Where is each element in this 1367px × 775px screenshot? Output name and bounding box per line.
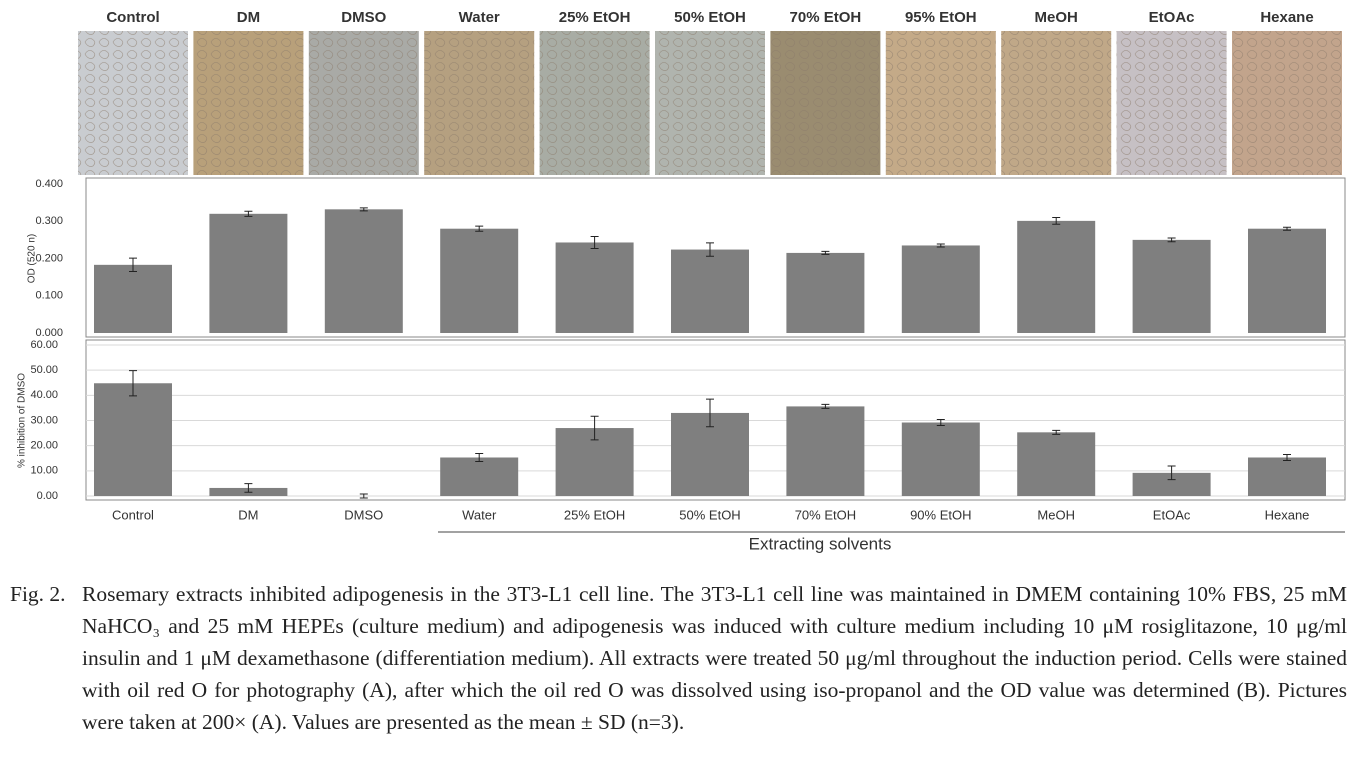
error-bar [1283,453,1291,462]
x-tick-label: EtOAc [1153,507,1191,522]
error-bar [129,370,137,397]
error-bar [936,418,945,427]
bar [324,209,403,333]
bar [94,383,172,496]
y-tick-label: 0.400 [35,178,63,190]
error-bar [1052,429,1061,435]
error-bar [936,243,945,248]
y-tick-label: 60.00 [30,339,58,351]
panel-label: Water [459,9,500,26]
error-bar [590,415,599,441]
bar [1017,432,1096,496]
panel-label: Hexane [1260,9,1313,26]
bar [1248,228,1326,333]
micrograph-texture [1232,31,1342,175]
bar [1132,239,1211,333]
y-tick-label: 10.00 [30,465,58,477]
micrograph-texture [193,31,304,175]
bar [901,245,980,333]
y-tick-label: 20.00 [30,440,58,452]
panel-label: DM [237,9,260,26]
panel-label: 70% EtOH [790,9,862,26]
error-bar [590,236,599,249]
micrograph-texture [539,31,650,175]
bar [901,422,980,496]
error-bar [475,452,484,463]
bar [555,242,634,333]
panel-label: 95% EtOH [905,9,977,26]
y-tick-label: 40.00 [30,389,58,401]
error-bar [706,242,714,257]
error-bar [1283,226,1291,231]
error-bar [359,493,368,499]
error-bar [244,210,253,217]
y-tick-label: 0.00 [37,490,58,502]
y-axis-label: % inhibition of DMSO [17,373,28,468]
error-bar [475,225,484,232]
x-tick-label: 90% EtOH [910,507,971,522]
error-bar [129,257,137,273]
panel-label: Control [106,9,159,26]
x-tick-label: 70% EtOH [795,507,856,522]
caption-text: Rosemary extracts inhibited adipogenesis… [82,582,1347,734]
x-tick-label: DM [238,507,258,522]
bar [1132,472,1211,496]
x-tick-label: Control [112,507,154,522]
bar [209,213,288,333]
micrograph-texture [885,31,996,175]
x-tick-label: Hexane [1265,507,1310,522]
x-tick-label: Water [462,507,497,522]
x-tick-label: 50% EtOH [679,507,740,522]
caption-label: Fig. 2. [10,582,66,606]
y-tick-label: 30.00 [30,414,58,426]
micrograph-texture [655,31,765,175]
error-bar [1167,237,1176,243]
y-tick-label: 0.200 [35,252,63,264]
bar [786,406,865,496]
error-bar [821,250,830,255]
caption: Fig. 2. Rosemary extracts inhibited adip… [10,578,1347,738]
micrograph-texture [308,31,419,175]
figure: Control DM DMSO Water 25% EtOH 50% EtOH 70% Et… [17,9,1346,553]
error-bar [1052,217,1061,225]
x-tick-label: 25% EtOH [564,507,625,522]
error-bar [821,403,830,409]
bar [671,249,749,333]
y-tick-label: 50.00 [30,364,58,376]
micrograph-texture [1001,31,1112,175]
y-tick-label: 0.000 [35,327,63,339]
error-bar [706,398,714,428]
error-bar [359,207,368,212]
micrograph-texture [78,31,188,175]
micrograph-texture [770,31,881,175]
y-tick-label: 0.100 [35,290,63,302]
x-tick-label: MeOH [1037,507,1075,522]
panel-label: 25% EtOH [559,9,631,26]
bar [94,264,172,333]
y-axis-label: OD (520 n) [27,234,38,283]
bar [786,252,865,333]
error-bar [1167,465,1176,481]
bar [1017,220,1096,333]
bar [440,457,519,496]
error-bar [244,483,253,493]
y-tick-label: 0.300 [35,215,63,227]
micrograph-texture [1116,31,1227,175]
x-tick-label: DMSO [344,507,383,522]
bar [1248,457,1326,496]
x-axis-label: Extracting solvents [749,534,892,553]
panel-label: 50% EtOH [674,9,746,26]
plot-frame [85,177,1346,338]
micrograph-texture [424,31,535,175]
panel-label: EtOAc [1149,9,1195,26]
bar [440,228,519,333]
panel-label: DMSO [341,9,386,26]
panel-label: MeOH [1035,9,1078,26]
